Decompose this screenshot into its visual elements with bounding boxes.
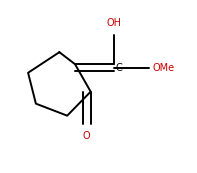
Text: O: O: [83, 131, 91, 141]
Text: C: C: [115, 63, 122, 73]
Text: OH: OH: [107, 18, 122, 28]
Text: OMe: OMe: [152, 63, 174, 73]
